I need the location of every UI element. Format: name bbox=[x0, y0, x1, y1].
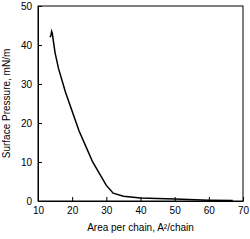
x-tick-label: 10 bbox=[33, 205, 45, 216]
plot: 1020304050607001020304050 bbox=[21, 1, 250, 216]
y-tick-mark bbox=[38, 84, 42, 85]
y-tick: 30 bbox=[21, 79, 42, 90]
y-tick: 20 bbox=[21, 118, 42, 129]
y-tick-mark bbox=[38, 45, 42, 46]
x-tick: 40 bbox=[135, 197, 147, 216]
chart: 1020304050607001020304050Area per chain,… bbox=[0, 0, 250, 239]
y-tick-label: 0 bbox=[26, 196, 32, 207]
x-tick-mark bbox=[72, 197, 73, 201]
x-tick-label: 20 bbox=[67, 205, 79, 216]
y-axis: 0 10 20 30 40 50 bbox=[21, 1, 42, 207]
x-tick: 30 bbox=[101, 197, 113, 216]
x-tick-label: 70 bbox=[238, 205, 250, 216]
x-tick-label: 40 bbox=[135, 205, 147, 216]
x-axis-title: Area per chain, A²/chain bbox=[87, 222, 194, 233]
x-tick: 70 bbox=[238, 197, 250, 216]
y-tick-label: 10 bbox=[21, 157, 33, 168]
y-tick-label: 40 bbox=[21, 40, 33, 51]
y-axis-title: Surface Pressure, mN/m bbox=[1, 49, 12, 158]
x-tick: 20 bbox=[67, 197, 79, 216]
y-tick-label: 50 bbox=[21, 1, 33, 12]
x-tick-label: 60 bbox=[204, 205, 216, 216]
x-tick-label: 50 bbox=[170, 205, 182, 216]
y-tick: 10 bbox=[21, 157, 42, 168]
y-tick: 40 bbox=[21, 40, 42, 51]
isotherm-line bbox=[50, 31, 233, 200]
marks bbox=[50, 31, 233, 200]
x-tick-mark bbox=[106, 197, 107, 201]
y-tick-mark bbox=[38, 162, 42, 163]
plot-frame bbox=[38, 6, 243, 201]
y-tick-label: 20 bbox=[21, 118, 33, 129]
x-tick-label: 30 bbox=[101, 205, 113, 216]
y-tick-label: 30 bbox=[21, 79, 33, 90]
y-tick-mark bbox=[38, 123, 42, 124]
